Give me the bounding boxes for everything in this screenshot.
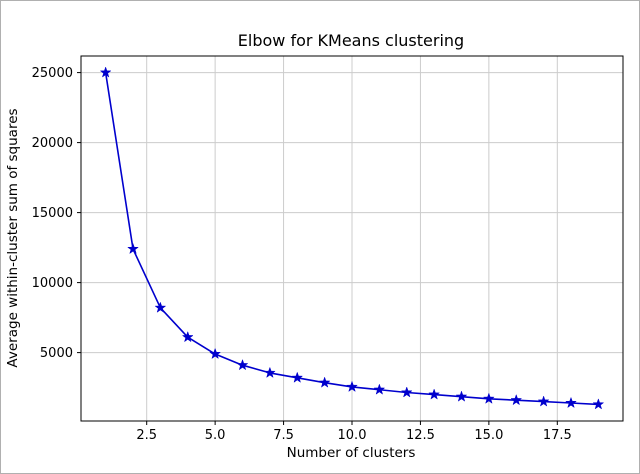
x-axis-label: Number of clusters bbox=[287, 445, 416, 461]
data-point-marker bbox=[318, 376, 331, 388]
y-tick-label: 20000 bbox=[32, 136, 73, 151]
data-point-marker bbox=[263, 366, 276, 378]
data-point-marker bbox=[482, 392, 495, 404]
x-tick-label: 10.0 bbox=[338, 428, 367, 443]
data-point-marker bbox=[127, 242, 139, 255]
x-tick-label: 15.0 bbox=[474, 428, 503, 443]
data-point-marker bbox=[346, 380, 358, 392]
data-point-marker bbox=[209, 347, 222, 360]
data-point-marker bbox=[236, 358, 249, 371]
data-point-marker bbox=[99, 66, 112, 78]
x-tick-label: 2.5 bbox=[136, 428, 157, 443]
data-point-marker bbox=[181, 330, 194, 343]
data-point-marker bbox=[428, 388, 441, 400]
data-point-marker bbox=[455, 390, 468, 402]
x-tick-label: 5.0 bbox=[205, 428, 226, 443]
y-tick-label: 25000 bbox=[32, 66, 73, 81]
y-axis-label: Average within-cluster sum of squares bbox=[5, 108, 21, 367]
chart-title: Elbow for KMeans clustering bbox=[238, 31, 464, 50]
data-point-marker bbox=[400, 386, 413, 398]
plot-layer: 2.5 5.0 7.5 10.0 12.5 15.0 17.5 5000 10000 15000 2… bbox=[32, 55, 624, 443]
data-point-marker bbox=[154, 301, 167, 313]
x-tick-label: 7.5 bbox=[273, 428, 294, 443]
data-point-marker bbox=[537, 395, 550, 407]
x-tick-label: 12.5 bbox=[406, 428, 435, 443]
y-tick-label: 10000 bbox=[32, 276, 73, 291]
data-point-marker bbox=[510, 393, 523, 406]
x-tick-label: 17.5 bbox=[543, 428, 572, 443]
data-point-marker bbox=[592, 398, 605, 410]
y-tick-label: 5000 bbox=[40, 346, 73, 361]
data-point-marker bbox=[373, 383, 386, 395]
y-tick-label: 15000 bbox=[32, 206, 73, 221]
data-point-marker bbox=[565, 396, 577, 409]
data-point-marker bbox=[291, 371, 304, 383]
